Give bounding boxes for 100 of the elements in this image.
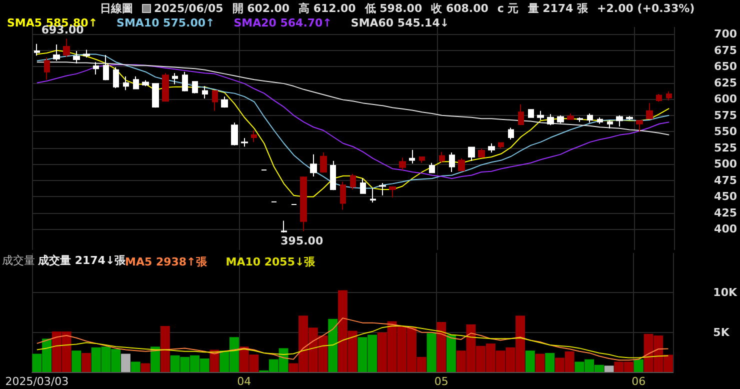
candlestick (656, 93, 662, 102)
candlestick (478, 148, 485, 158)
bar (525, 350, 535, 372)
bar (82, 352, 91, 372)
candlestick (53, 44, 60, 62)
bar (72, 350, 82, 372)
candlestick (251, 130, 257, 143)
text: 高 612.00 (298, 1, 356, 16)
text: SMA60 545.14↓ (350, 16, 450, 30)
candlestick (528, 109, 534, 118)
annotation: 395.00 (280, 234, 324, 248)
candlestick (44, 57, 50, 80)
candlestick (468, 146, 475, 162)
candlestick (212, 90, 218, 112)
x-tick-label: 05 (434, 375, 448, 388)
y-tick-label: 700 (714, 28, 738, 41)
bar (150, 346, 160, 372)
line-series (36, 325, 669, 358)
candlestick (587, 112, 593, 124)
candlestick (399, 157, 406, 171)
candlestick (34, 43, 40, 56)
candlestick (241, 138, 248, 148)
line-series (36, 318, 669, 361)
candlestick (330, 160, 336, 191)
candlestick (281, 220, 287, 233)
candlestick (123, 76, 129, 91)
text: 開 602.00 (232, 1, 290, 16)
candlestick (636, 120, 643, 132)
candlestick (498, 142, 504, 150)
text: +2.00 (+0.33%) (597, 2, 695, 15)
candlestick (142, 80, 149, 87)
candlestick (646, 102, 653, 120)
candlestick (63, 38, 70, 58)
y-tick-label: 475 (714, 174, 738, 187)
candlestick (557, 114, 564, 124)
candlestick (83, 49, 90, 58)
y-tick-label: 525 (714, 141, 738, 154)
y-tick-label: 650 (714, 60, 738, 74)
candlestick (162, 72, 169, 102)
candlestick (666, 90, 672, 101)
annotation: 成交量 2174↓張 (37, 254, 127, 267)
bar (545, 352, 555, 372)
bar (604, 366, 614, 372)
y-tick-label: 600 (714, 92, 738, 106)
y-tick-label: 575 (714, 108, 738, 122)
text: 2025/06/05 (154, 2, 224, 15)
candlestick (409, 149, 415, 164)
candlestick (113, 66, 119, 89)
x-tick-label: 2025/03/03 (5, 375, 69, 388)
candlestick (439, 151, 445, 164)
candlestick (320, 152, 327, 174)
candlestick (518, 104, 524, 126)
bar (426, 333, 436, 372)
bar (535, 354, 545, 372)
candlestick (488, 142, 495, 153)
y-tick-label: 500 (714, 158, 738, 171)
text: MA10 2055↓張 (226, 256, 316, 268)
text: 收 608.00 (431, 1, 488, 16)
candlestick (607, 119, 613, 129)
y-tick-label: 10K (713, 286, 738, 300)
bar (446, 334, 456, 372)
candlestick (192, 81, 198, 94)
candlestick (73, 50, 80, 64)
candlestick (182, 71, 188, 92)
candlestick (389, 186, 396, 198)
y-tick-label: 5K (713, 326, 730, 339)
x-tick-label: 04 (237, 375, 252, 388)
candlestick (577, 116, 583, 122)
candlestick (370, 188, 376, 204)
text: c 元 (497, 1, 519, 16)
candlestick (152, 83, 159, 108)
candlestick (508, 127, 514, 140)
candlestick (360, 178, 366, 194)
text: MA5 2938↑張 (125, 256, 208, 268)
candlestick (202, 86, 208, 100)
candlestick (419, 156, 425, 164)
candlestick (310, 154, 317, 178)
line-series (36, 62, 670, 136)
candlestick (350, 173, 356, 190)
bar (634, 359, 644, 372)
bar (120, 354, 130, 372)
y-tick-label: 675 (714, 44, 738, 57)
candlestick (567, 112, 574, 120)
y-tick-label: 625 (714, 76, 738, 90)
candlestick (103, 54, 109, 81)
candlestick (547, 114, 554, 126)
text: 量 2174 張 (528, 1, 588, 16)
candlestick (597, 116, 603, 124)
text: 日線圖 (100, 1, 133, 16)
x-tick-label: 06 (632, 375, 646, 388)
chart-title: 成交量 (2, 254, 35, 267)
text: 低 598.00 (364, 1, 422, 16)
candlestick (626, 116, 633, 120)
y-tick-label: 550 (714, 125, 738, 138)
candlestick (231, 122, 238, 146)
bar (160, 326, 170, 372)
candlestick (93, 62, 99, 75)
line-series (36, 64, 670, 179)
candlestick (300, 176, 307, 232)
bar (130, 362, 140, 372)
